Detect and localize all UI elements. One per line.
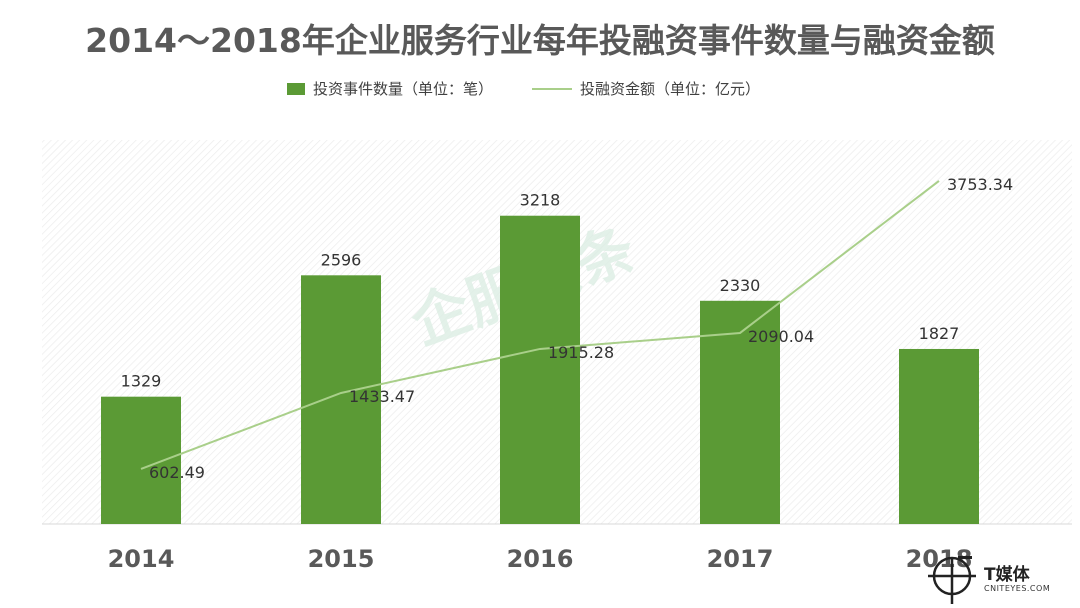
legend-item-bar: 投资事件数量（单位：笔） [287,78,493,99]
x-tick-2014: 2014 [108,545,175,573]
bar-2018 [899,348,979,524]
chart-legend: 投资事件数量（单位：笔） 投融资金额（单位：亿元） [0,78,1080,100]
chart-title: 2014～2018年企业服务行业每年投融资事件数量与融资金额 [85,21,995,60]
bar-2017 [700,300,780,524]
bar-2015 [301,275,381,524]
line-label-2014: 602.49 [149,463,205,482]
x-tick-2016: 2016 [507,545,574,573]
legend-bar-swatch [287,82,305,95]
bars-layer [101,215,979,524]
ticks-layer: 2014 2015 2016 2017 2018 [108,545,973,573]
legend-line-swatch [532,87,572,90]
bar-label-2017: 2330 [720,276,761,295]
bar-2016 [500,215,580,524]
logo: T媒体 CNITEYES.COM [928,550,1078,606]
line-label-2017: 2090.04 [748,327,814,346]
line-label-2016: 1915.28 [548,343,614,362]
legend-label-line: 投融资金额（单位：亿元） [580,80,761,98]
x-tick-2015: 2015 [308,545,375,573]
bar-label-2018: 1827 [919,324,960,343]
bar-2014 [101,396,181,524]
logo-domain: CNITEYES.COM [984,584,1051,593]
line-layer [140,180,940,470]
line-label-2015: 1433.47 [349,387,415,406]
line-series [140,180,940,470]
x-tick-2017: 2017 [707,545,774,573]
labels-layer: 1329 2596 3218 2330 1827 602.49 1433.47 1915.28… [121,175,1014,482]
logo-mark-icon [928,556,976,604]
bar-label-2015: 2596 [321,250,362,269]
legend-item-line: 投融资金额（单位：亿元） [532,78,760,99]
legend-label-bar: 投资事件数量（单位：笔） [313,80,494,98]
line-label-2018: 3753.34 [947,175,1013,194]
logo-name: T媒体 [984,565,1030,585]
bar-label-2014: 1329 [121,372,162,391]
bar-label-2016: 3218 [520,191,561,210]
